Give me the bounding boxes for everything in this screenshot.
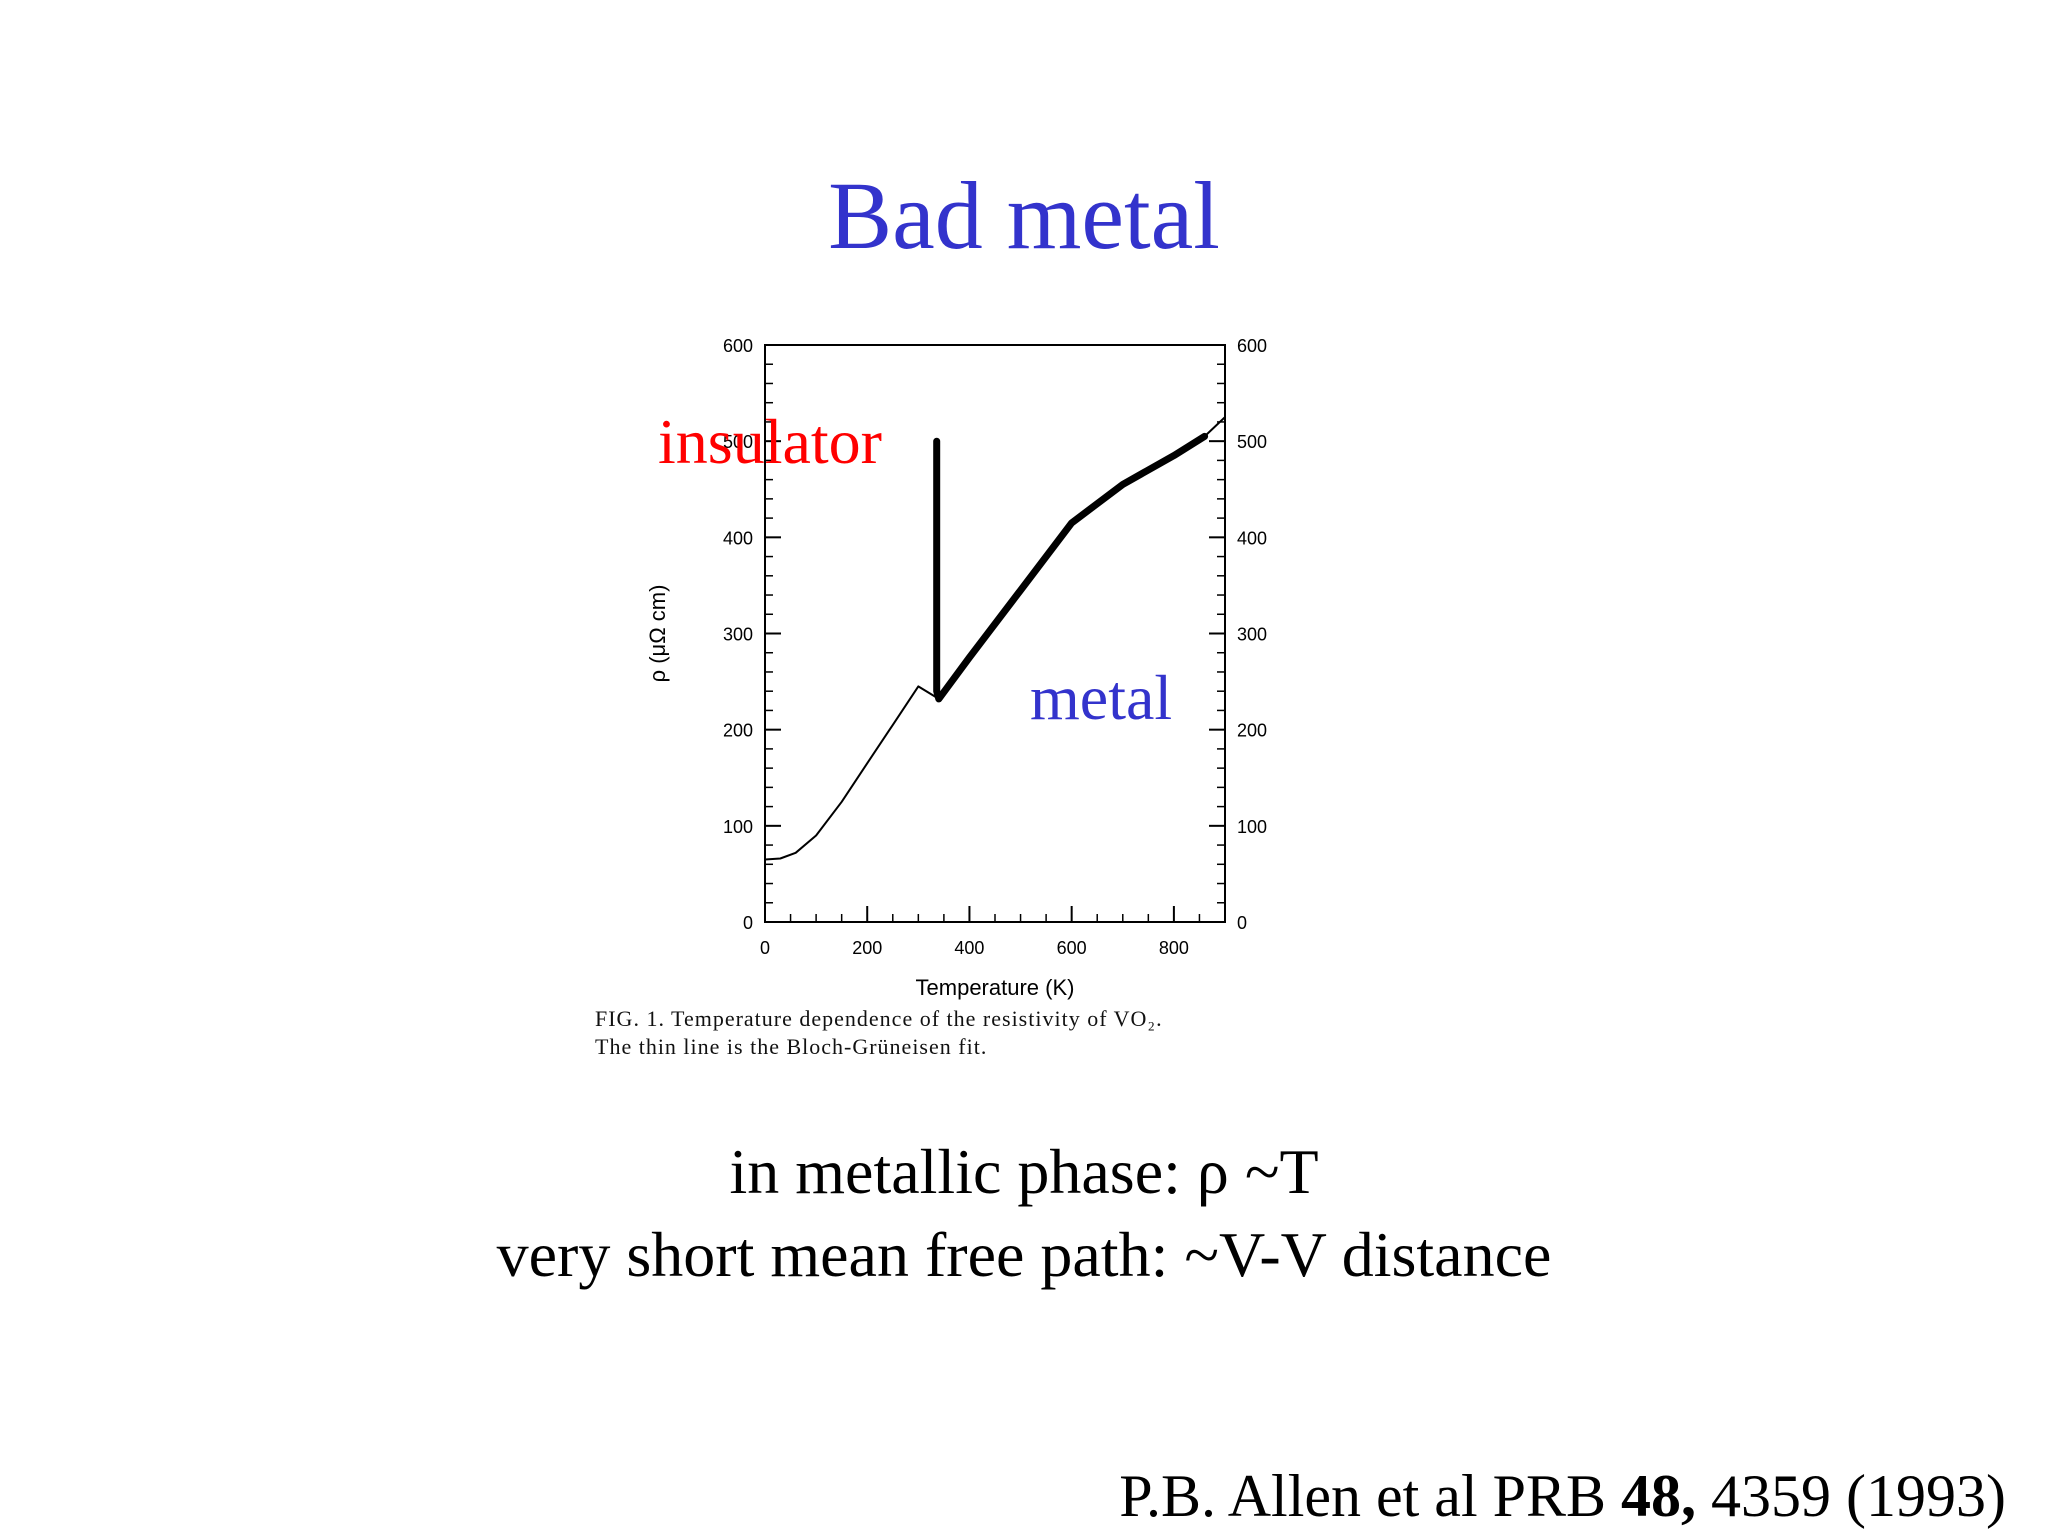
metal-annotation: metal bbox=[1030, 662, 1173, 733]
y-tick-label-right: 0 bbox=[1237, 913, 1247, 933]
caption-line-1: FIG. 1. Temperature dependence of the re… bbox=[595, 1006, 1163, 1031]
x-tick-label: 400 bbox=[954, 938, 984, 958]
y-axis-label: ρ (μΩ cm) bbox=[645, 585, 670, 683]
citation: P.B. Allen et al PRB 48, 4359 (1993) bbox=[1119, 1462, 2006, 1531]
x-tick-label: 200 bbox=[852, 938, 882, 958]
y-tick-label-right: 500 bbox=[1237, 432, 1267, 452]
y-tick-label-right: 300 bbox=[1237, 625, 1267, 645]
y-tick-label-left: 400 bbox=[723, 528, 753, 548]
y-tick-label-left: 200 bbox=[723, 721, 753, 741]
x-axis-label: Temperature (K) bbox=[916, 975, 1075, 1000]
slide-title: Bad metal bbox=[828, 162, 1220, 269]
bloch-gruneisen-fit-line bbox=[764, 416, 1226, 861]
y-tick-label-left: 0 bbox=[743, 913, 753, 933]
caption-line-2: The thin line is the Bloch-Grüneisen fit… bbox=[595, 1033, 988, 1059]
citation-prefix: P.B. Allen et al PRB bbox=[1119, 1463, 1622, 1529]
insulator-annotation: insulator bbox=[658, 406, 882, 477]
y-tick-label-right: 400 bbox=[1237, 528, 1267, 548]
body-text: in metallic phase: ρ ~T very short mean … bbox=[0, 1130, 2048, 1296]
y-tick-label-right: 100 bbox=[1237, 817, 1267, 837]
y-tick-label-left: 600 bbox=[723, 336, 753, 356]
x-tick-label: 800 bbox=[1159, 938, 1189, 958]
y-tick-label-left: 100 bbox=[723, 817, 753, 837]
chart-lines bbox=[764, 416, 1226, 861]
body-line-1: in metallic phase: ρ ~T bbox=[729, 1136, 1319, 1207]
figure-caption: FIG. 1. Temperature dependence of the re… bbox=[595, 1005, 1163, 1060]
body-line-2: very short mean free path: ~V-V distance bbox=[496, 1219, 1552, 1291]
y-tick-label-left: 300 bbox=[723, 625, 753, 645]
citation-suffix: 4359 (1993) bbox=[1696, 1463, 2006, 1529]
y-tick-label-right: 600 bbox=[1237, 336, 1267, 356]
measured-resistivity-line bbox=[933, 432, 1209, 703]
citation-volume: 48, bbox=[1621, 1463, 1697, 1529]
x-tick-label: 0 bbox=[760, 938, 770, 958]
y-tick-label-left: 500 bbox=[723, 432, 753, 452]
x-tick-label: 600 bbox=[1057, 938, 1087, 958]
y-tick-label-right: 200 bbox=[1237, 721, 1267, 741]
